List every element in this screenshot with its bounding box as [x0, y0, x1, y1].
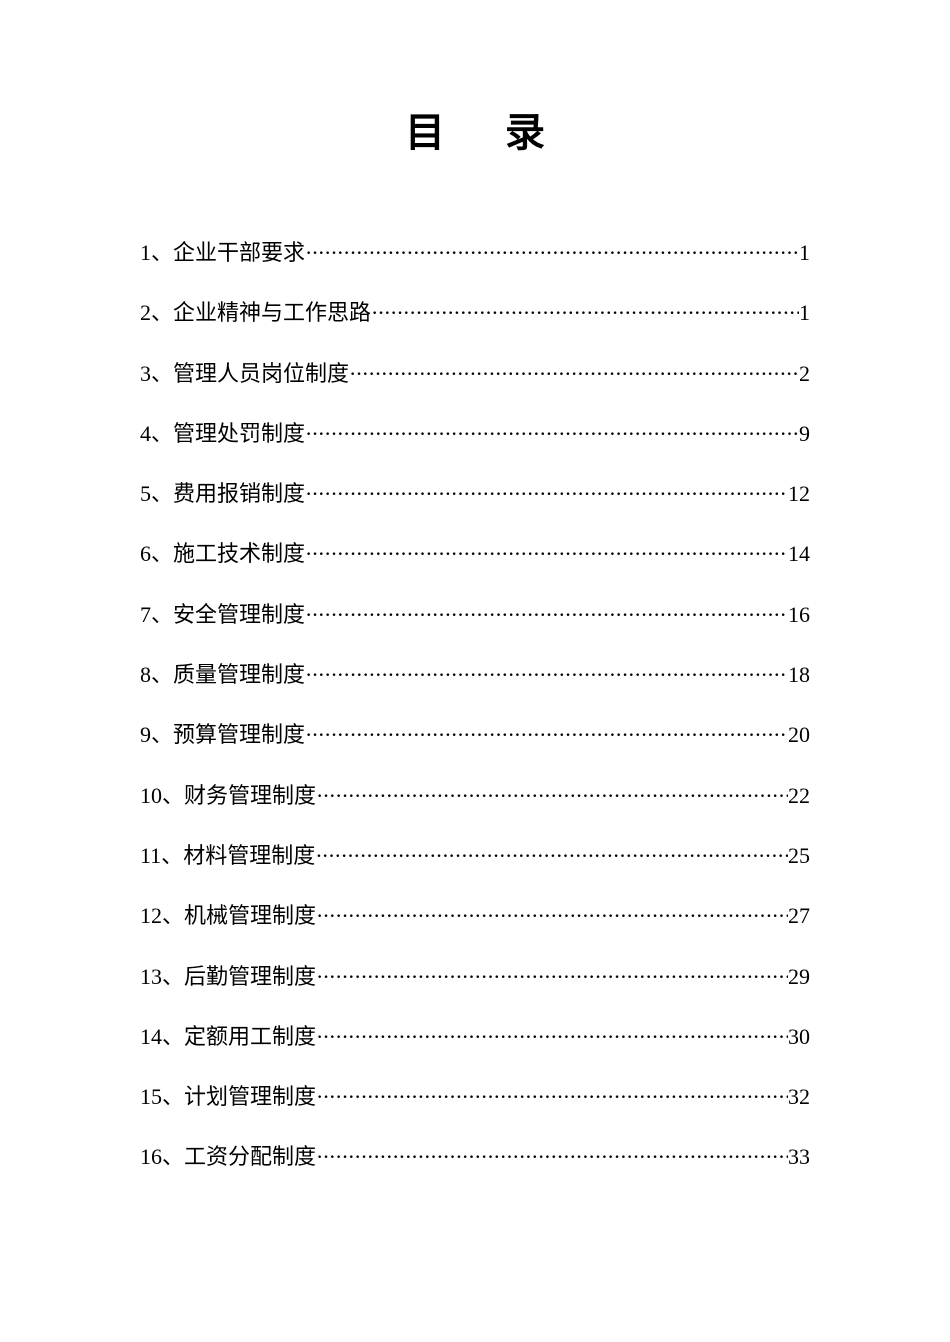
toc-item-page: 16 [788, 600, 810, 631]
toc-leader-dots [305, 660, 788, 691]
toc-leader-dots [316, 1142, 788, 1173]
toc-item: 4、管理处罚制度 9 [140, 419, 810, 450]
toc-item-label: 定额用工制度 [184, 1022, 316, 1053]
toc-item-number: 8、 [140, 660, 173, 691]
toc-item: 2、企业精神与工作思路 1 [140, 298, 810, 329]
toc-list: 1、企业干部要求12、企业精神与工作思路13、管理人员岗位制度24、管理处罚制度… [140, 238, 810, 1173]
toc-item-page: 20 [788, 720, 810, 751]
toc-item-number: 12、 [140, 901, 184, 932]
toc-item-label: 机械管理制度 [184, 901, 316, 932]
toc-item-page: 14 [788, 539, 810, 570]
toc-item-number: 7、 [140, 600, 173, 631]
toc-item: 14、定额用工制度 30 [140, 1022, 810, 1053]
toc-leader-dots [305, 600, 788, 631]
toc-leader-dots [349, 359, 799, 390]
toc-leader-dots [305, 479, 788, 510]
toc-item-number: 11、 [140, 841, 183, 872]
toc-leader-dots [316, 1022, 788, 1053]
toc-leader-dots [305, 720, 788, 751]
toc-item: 11、材料管理制度 25 [140, 841, 810, 872]
toc-item-number: 5、 [140, 479, 173, 510]
toc-item-number: 1、 [140, 238, 173, 269]
toc-item-label: 预算管理制度 [173, 720, 305, 751]
toc-item-page: 30 [788, 1022, 810, 1053]
toc-item: 1、企业干部要求 1 [140, 238, 810, 269]
toc-item-page: 1 [799, 298, 810, 329]
toc-item-label: 管理处罚制度 [173, 419, 305, 450]
toc-leader-dots [316, 1082, 788, 1113]
toc-item-number: 15、 [140, 1082, 184, 1113]
toc-item-label: 企业精神与工作思路 [173, 298, 371, 329]
toc-item-label: 材料管理制度 [183, 841, 315, 872]
toc-item: 12、机械管理制度 27 [140, 901, 810, 932]
toc-item: 13、后勤管理制度 29 [140, 962, 810, 993]
page-title: 目录 [140, 100, 810, 158]
toc-item-label: 工资分配制度 [184, 1142, 316, 1173]
toc-item-number: 13、 [140, 962, 184, 993]
toc-leader-dots [371, 298, 799, 329]
toc-item-page: 33 [788, 1142, 810, 1173]
toc-item: 16、工资分配制度 33 [140, 1142, 810, 1173]
toc-item: 15、计划管理制度 32 [140, 1082, 810, 1113]
toc-item-page: 2 [799, 359, 810, 390]
toc-item-number: 3、 [140, 359, 173, 390]
toc-item: 6、施工技术制度 14 [140, 539, 810, 570]
toc-item-page: 12 [788, 479, 810, 510]
toc-leader-dots [316, 781, 788, 812]
toc-item-label: 施工技术制度 [173, 539, 305, 570]
toc-item-page: 1 [799, 238, 810, 269]
toc-item: 9、预算管理制度 20 [140, 720, 810, 751]
toc-item-label: 后勤管理制度 [184, 962, 316, 993]
toc-item-number: 6、 [140, 539, 173, 570]
toc-item: 5、费用报销制度 12 [140, 479, 810, 510]
toc-item-number: 4、 [140, 419, 173, 450]
toc-item: 7、安全管理制度 16 [140, 600, 810, 631]
toc-item-page: 32 [788, 1082, 810, 1113]
toc-leader-dots [316, 901, 788, 932]
toc-item-label: 管理人员岗位制度 [173, 359, 349, 390]
toc-item-page: 9 [799, 419, 810, 450]
toc-item-page: 29 [788, 962, 810, 993]
toc-item-page: 27 [788, 901, 810, 932]
toc-item-number: 14、 [140, 1022, 184, 1053]
toc-item-number: 2、 [140, 298, 173, 329]
toc-item-label: 费用报销制度 [173, 479, 305, 510]
toc-item-label: 财务管理制度 [184, 781, 316, 812]
toc-leader-dots [316, 962, 788, 993]
toc-item: 8、质量管理制度 18 [140, 660, 810, 691]
toc-item-label: 质量管理制度 [173, 660, 305, 691]
toc-leader-dots [305, 419, 799, 450]
toc-leader-dots [305, 539, 788, 570]
toc-item-label: 安全管理制度 [173, 600, 305, 631]
toc-item-page: 22 [788, 781, 810, 812]
toc-item: 3、管理人员岗位制度 2 [140, 359, 810, 390]
toc-item-label: 企业干部要求 [173, 238, 305, 269]
toc-item-page: 18 [788, 660, 810, 691]
toc-item-page: 25 [788, 841, 810, 872]
toc-leader-dots [305, 238, 799, 269]
toc-item-label: 计划管理制度 [184, 1082, 316, 1113]
toc-item-number: 9、 [140, 720, 173, 751]
toc-item: 10、财务管理制度 22 [140, 781, 810, 812]
toc-leader-dots [315, 841, 788, 872]
toc-item-number: 16、 [140, 1142, 184, 1173]
toc-item-number: 10、 [140, 781, 184, 812]
